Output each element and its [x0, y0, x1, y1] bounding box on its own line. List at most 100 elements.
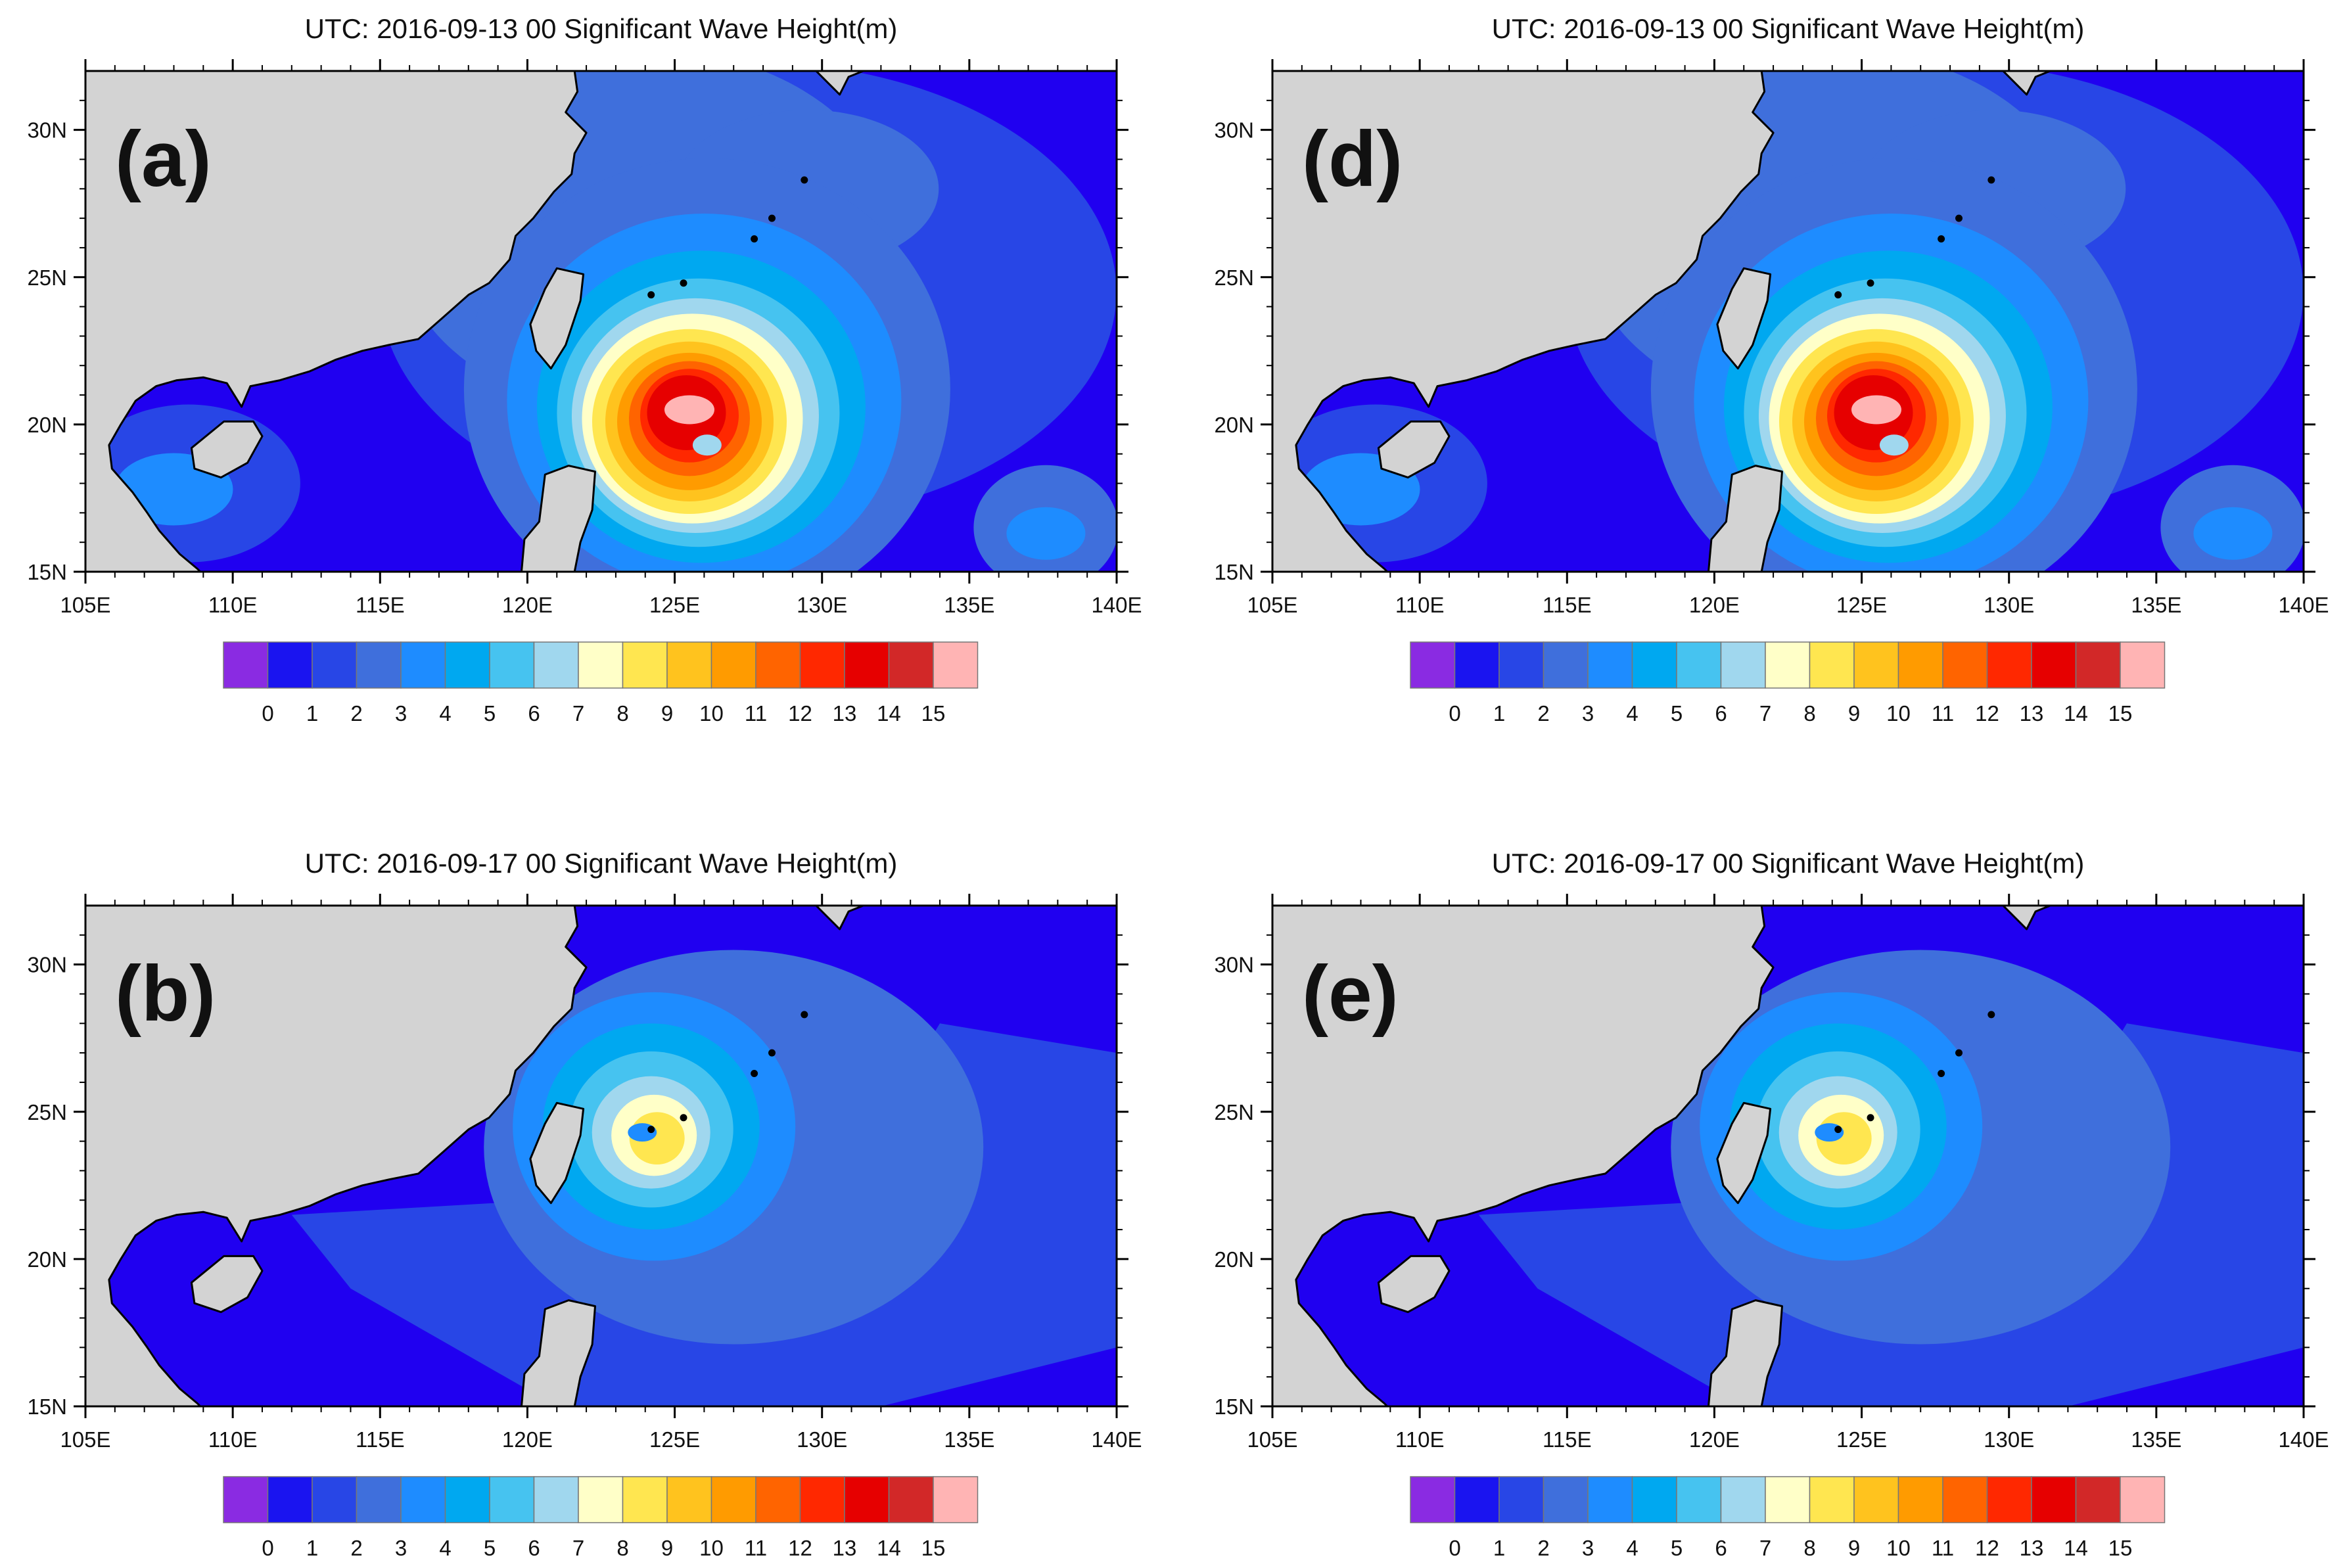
panel-label: (a) — [115, 115, 212, 203]
island-dot — [647, 291, 655, 299]
colorbar-swatch — [933, 1476, 979, 1523]
colorbar-label: 1 — [306, 701, 318, 726]
panel-label: (e) — [1302, 950, 1399, 1038]
panel-label: (b) — [115, 950, 216, 1038]
land-taiwan — [529, 1101, 585, 1205]
colorbar-label: 12 — [788, 701, 812, 726]
map-frame — [84, 70, 1118, 573]
colorbar-label: 12 — [1975, 701, 1999, 726]
land-kyushu — [2002, 906, 2051, 931]
lon-tick-label: 140E — [2278, 1427, 2329, 1452]
colorbar-label: 13 — [833, 1536, 857, 1560]
colorbar-swatch — [2120, 1476, 2166, 1523]
lat-tick-label: 15N — [27, 560, 67, 584]
lat-tick-label: 30N — [1214, 118, 1254, 143]
colorbar: 0 1 2 3 4 5 6 7 8 9 10 11 12 13 14 15 — [1410, 1476, 2166, 1560]
colorbar-label: 6 — [1715, 1536, 1727, 1560]
lon-tick-label: 110E — [208, 1427, 258, 1452]
land-taiwan — [1716, 1101, 1772, 1205]
colorbar-label: 3 — [395, 1536, 407, 1560]
colorbar-swatch — [1720, 641, 1766, 689]
land-hainan — [1377, 420, 1451, 479]
island-dot — [680, 279, 687, 287]
lon-tick-label: 120E — [1689, 593, 1740, 617]
colorbar-swatch — [489, 1476, 535, 1523]
axes: 105E 110E 115E 120E 125E 130E 135E 140E 15N 20N 25… — [1214, 59, 2329, 617]
colorbar-label: 11 — [745, 701, 767, 726]
island-dot — [1955, 214, 1963, 222]
panel-title: UTC: 2016-09-17 00 Significant Wave Heig… — [305, 848, 898, 879]
lon-tick-label: 125E — [1836, 1427, 1887, 1452]
colorbar-label: 1 — [306, 1536, 318, 1560]
lon-tick-label: 105E — [1247, 1427, 1297, 1452]
lon-tick-label: 135E — [944, 593, 994, 617]
lon-tick-label: 130E — [1984, 593, 2034, 617]
colorbar-swatch — [356, 1476, 402, 1523]
colorbar-swatch — [755, 1476, 801, 1523]
colorbar-label: 2 — [1537, 1536, 1549, 1560]
colorbar-swatch — [888, 641, 934, 689]
island-dot — [1938, 1069, 1945, 1077]
colorbar-swatch — [1543, 1476, 1589, 1523]
colorbar-swatch — [755, 641, 801, 689]
colorbar-swatch — [666, 641, 712, 689]
island-dot — [768, 214, 776, 222]
lon-tick-label: 140E — [2278, 593, 2329, 617]
wave-field-east-inner — [1006, 507, 1086, 560]
land — [85, 906, 864, 1406]
colorbar-label: 9 — [1848, 1536, 1860, 1560]
map-area — [85, 71, 1117, 572]
lat-tick-label: 20N — [1214, 1247, 1254, 1272]
colorbar-label: 10 — [699, 1536, 724, 1560]
island-dot — [751, 235, 758, 242]
colorbar-swatch — [400, 1476, 446, 1523]
colorbar-label: 3 — [1582, 1536, 1594, 1560]
colorbar-swatch — [622, 1476, 668, 1523]
colorbar-swatch — [1543, 641, 1589, 689]
colorbar-swatch — [1897, 1476, 1943, 1523]
lon-tick-label: 120E — [1689, 1427, 1740, 1452]
colorbar-swatch — [1676, 641, 1722, 689]
colorbar-label: 6 — [528, 701, 540, 726]
colorbar-label: 0 — [1449, 701, 1460, 726]
land-luzon — [1708, 1299, 1783, 1406]
island-dot — [1834, 1126, 1842, 1134]
lon-tick-label: 135E — [2131, 593, 2181, 617]
colorbar-label: 8 — [1803, 701, 1815, 726]
colorbar-swatch — [1986, 641, 2032, 689]
colorbar-swatch — [844, 1476, 890, 1523]
colorbar-swatch — [2031, 641, 2077, 689]
colorbar-swatch — [400, 641, 446, 689]
lat-tick-label: 30N — [27, 118, 67, 143]
colorbar-label: 5 — [1671, 701, 1683, 726]
lat-tick-label: 25N — [1214, 1100, 1254, 1124]
lon-tick-label: 115E — [1543, 1427, 1592, 1452]
colorbar-label: 4 — [439, 1536, 451, 1560]
lat-tick-label: 30N — [27, 953, 67, 977]
axes: 105E 110E 115E 120E 125E 130E 135E 140E 15N 20N 25… — [27, 894, 1142, 1452]
panel-e: UTC: 2016-09-17 00 Significant Wave Heig… — [1214, 848, 2329, 1560]
land-kyushu — [815, 906, 864, 931]
colorbar-swatch — [1765, 1476, 1811, 1523]
colorbar-label: 0 — [1449, 1536, 1460, 1560]
colorbar-label: 3 — [1582, 701, 1594, 726]
colorbar-label: 15 — [2108, 1536, 2133, 1560]
map-area — [1272, 906, 2304, 1406]
colorbar-label: 1 — [1493, 1536, 1505, 1560]
lon-tick-label: 130E — [1984, 1427, 2034, 1452]
land-luzon — [1708, 465, 1783, 572]
colorbar-swatch — [223, 1476, 269, 1523]
lon-tick-label: 110E — [208, 593, 258, 617]
colorbar-label: 7 — [1759, 701, 1771, 726]
lon-tick-label: 110E — [1395, 593, 1445, 617]
lon-tick-label: 135E — [2131, 1427, 2181, 1452]
colorbar-swatch — [1897, 641, 1943, 689]
wave-peak-15m — [664, 395, 714, 425]
colorbar-swatch — [2031, 1476, 2077, 1523]
colorbar-swatch — [1587, 1476, 1633, 1523]
colorbar-swatch — [933, 641, 979, 689]
colorbar-swatch — [533, 641, 579, 689]
colorbar-label: 0 — [262, 1536, 273, 1560]
typhoon-eye — [1879, 434, 1909, 456]
